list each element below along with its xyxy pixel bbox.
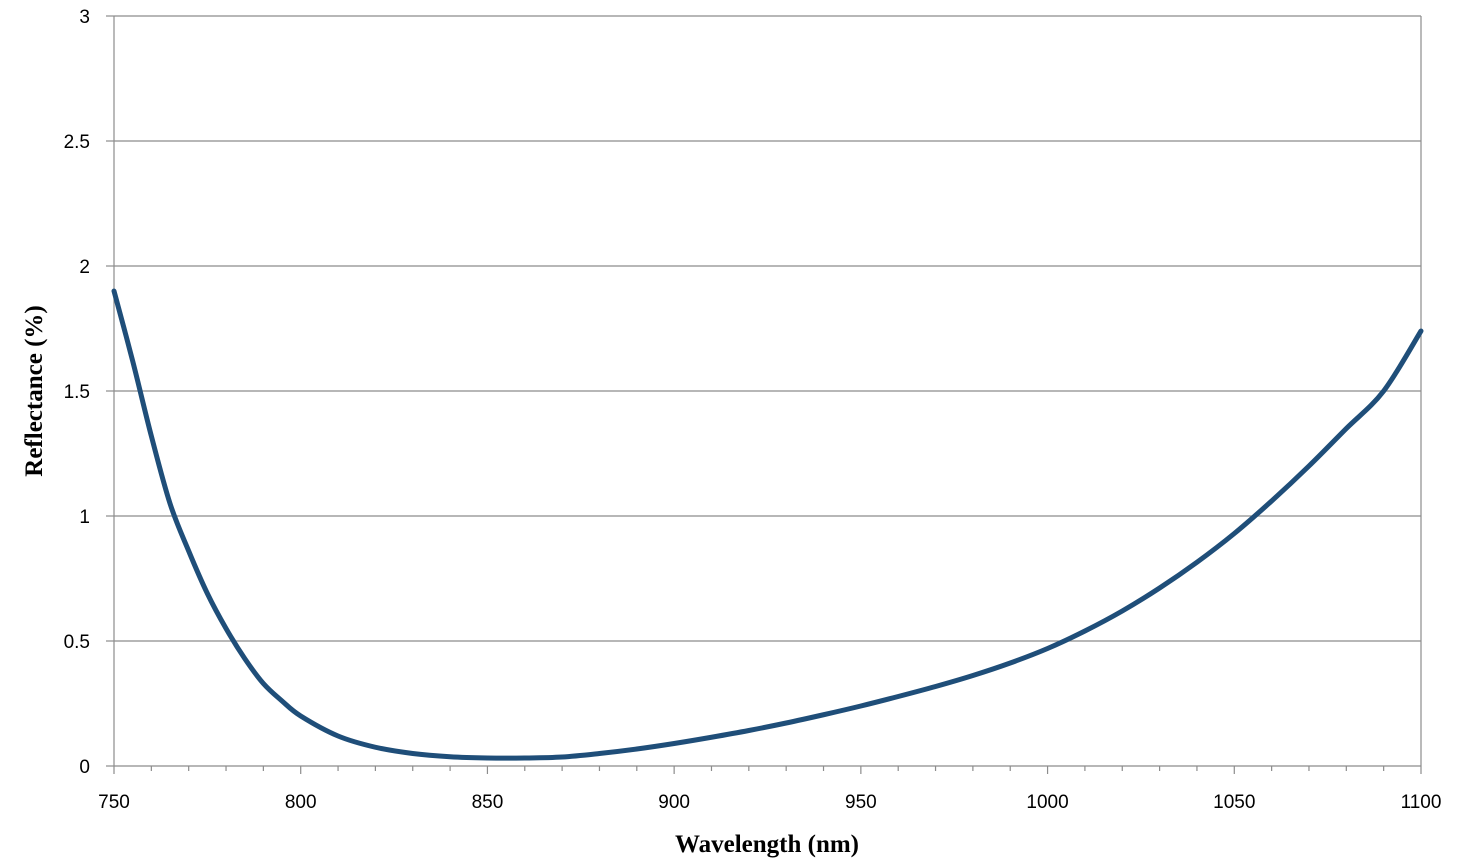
y-tick-label: 0	[79, 757, 90, 778]
x-minor-ticks	[113, 766, 1422, 774]
x-tick-label: 900	[658, 792, 690, 813]
x-tick-label: 1000	[1026, 792, 1068, 813]
y-tick-label: 2.5	[64, 132, 90, 153]
x-tick-label: 750	[98, 792, 130, 813]
x-axis-title: Wavelength (nm)	[675, 831, 859, 858]
y-tick-label: 1	[79, 507, 90, 528]
x-tick-label: 950	[845, 792, 877, 813]
x-tick-label: 1050	[1213, 792, 1255, 813]
x-tick-label: 1100	[1401, 792, 1442, 813]
y-tick-label: 1.5	[64, 382, 90, 403]
gridlines	[114, 15, 1421, 642]
reflectance-series-line	[111, 288, 1424, 761]
y-tick-label: 3	[79, 7, 90, 28]
x-tick-labels: 750 800 850 900 950 1000 1050 1100	[98, 792, 1441, 813]
y-axis-title: Reflectance (%)	[21, 305, 48, 476]
y-tick-label: 2	[79, 257, 90, 278]
x-tick-label: 800	[285, 792, 317, 813]
x-tick-label: 850	[472, 792, 504, 813]
y-tick-labels: 0 0.5 1 1.5 2 2.5 3	[64, 7, 90, 778]
data-series	[111, 288, 1424, 761]
axes	[106, 15, 1422, 767]
y-tick-label: 0.5	[64, 632, 90, 653]
